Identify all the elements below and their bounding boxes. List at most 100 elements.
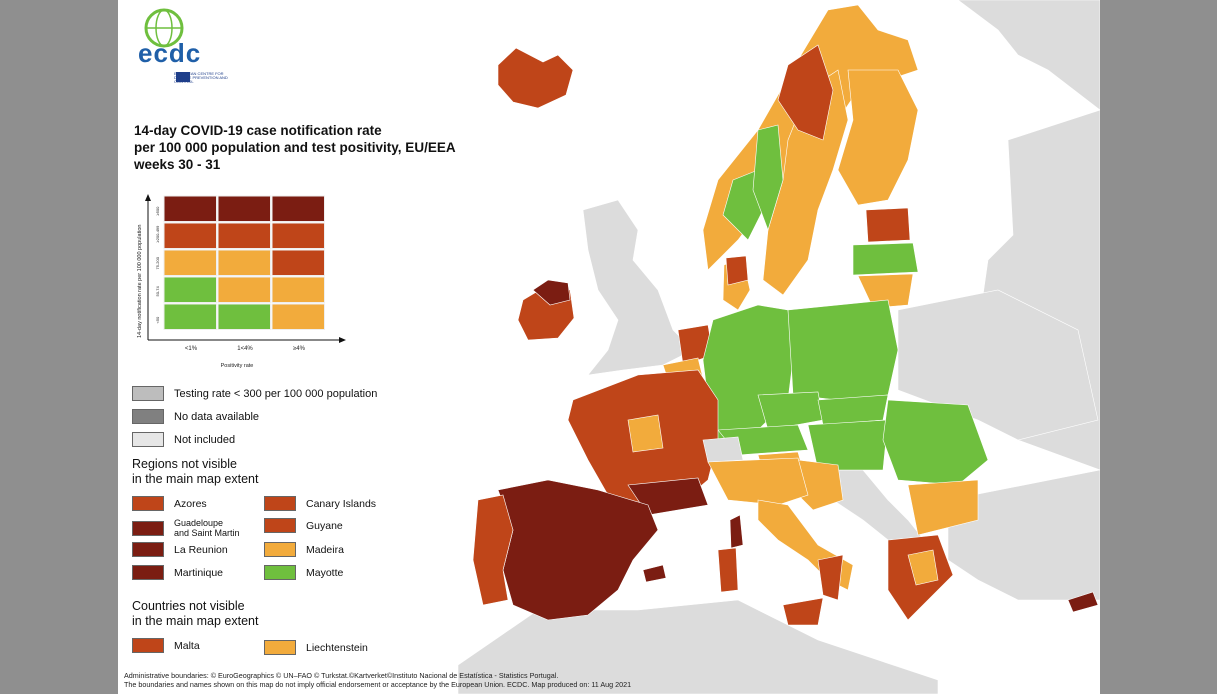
region-label: Madeira [306,543,344,556]
matrix-row-labels: ≥500 ≥200-499 75-200 50-74 <50 [155,206,160,324]
map-frame: ecdc EUROPEAN CENTRE FOR DISEASE PREVENT… [118,0,1100,694]
region-label: Azores [174,497,207,510]
region-swatch [264,518,296,533]
country-label: Malta [174,639,200,652]
region-azores: Azores [132,496,207,511]
matrix-col-label: <1% [185,346,198,352]
matrix-row-label: ≥500 [155,206,160,216]
matrix-cell [271,195,325,222]
matrix-cell [217,222,271,249]
sweden-region [762,69,849,296]
region-guyane: Guyane [264,518,343,533]
notincluded-swatch [132,432,164,447]
logo-text: ecdc [138,38,202,68]
sweden-north-region [777,44,834,141]
slovakia-region [817,394,889,426]
region-swatch [132,496,164,511]
regions-title: Regions not visible in the main map exte… [132,457,258,487]
region-madeira: Madeira [264,542,344,557]
nodata-swatch [132,409,164,424]
bivariate-legend-matrix: 14-day notification rate per 100 000 pop… [137,194,346,369]
region-swatch [264,496,296,511]
france-centre-region [627,414,664,453]
region-swatch [132,542,164,557]
matrix-cell [163,276,217,303]
region-swatch [264,565,296,580]
matrix-col-labels: <1% 1<4% ≥4% [185,346,306,352]
nodata-label: No data available [174,410,260,423]
balearic-region [642,564,667,583]
region-guadeloupe: Guadeloupe and Saint Martin [132,518,240,538]
italy-south-region [817,554,844,601]
matrix-col-label: 1<4% [237,346,253,352]
region-swatch [132,565,164,580]
footer-line-2: The boundaries and names shown on this m… [124,680,632,689]
legend-panel: ecdc EUROPEAN CENTRE FOR DISEASE PREVENT… [118,0,498,694]
matrix-cell [217,249,271,276]
country-label: Liechtenstein [306,641,368,654]
greece-islands-region [907,549,939,586]
sweden-green-region [752,124,784,231]
region-swatch [132,520,164,536]
sicily-region [782,597,824,626]
countries-title-line-2: in the main map extent [132,614,259,628]
portugal-region [472,494,514,606]
matrix-cell [271,276,325,303]
logo-subtitle: EUROPEAN CENTRE FOR DISEASE PREVENTION A… [174,71,228,84]
cyprus-region [1067,591,1099,613]
countries-title: Countries not visible in the main map ex… [132,599,258,629]
testing-label: Testing rate < 300 per 100 000 populatio… [174,387,378,400]
matrix-cells [163,195,325,330]
region-canary-islands: Canary Islands [264,496,376,511]
region-martinique: Martinique [132,565,223,580]
matrix-xlabel: Positivity rate [221,363,254,369]
region-label-line-2: and Saint Martin [174,528,240,538]
italy-north-region [707,457,809,506]
title-line-3: weeks 30 - 31 [134,157,221,172]
matrix-cell [271,222,325,249]
ukraine-land [897,289,1099,441]
sardinia-region [717,547,739,593]
matrix-col-label: ≥4% [293,346,306,352]
matrix-cell [271,249,325,276]
title-line-1: 14-day COVID-19 case notification rate [134,123,382,138]
regions-title-line-1: Regions not visible [132,457,237,471]
scandinavia-north-land [957,0,1100,111]
map-title: 14-day COVID-19 case notification rate p… [134,122,456,173]
region-la-reunion: La Reunion [132,542,228,557]
matrix-cell [217,195,271,222]
region-label: Guyane [306,519,343,532]
estonia-region [865,207,911,243]
regions-title-line-2: in the main map extent [132,472,259,486]
country-swatch [132,638,164,653]
denmark-north-region [725,255,749,286]
matrix-cell [271,303,325,330]
legend-testing-row: Testing rate < 300 per 100 000 populatio… [132,386,377,401]
matrix-row-label: <50 [155,316,160,324]
matrix-cell [163,249,217,276]
lithuania-region [857,273,914,309]
matrix-row-label: 50-74 [155,285,160,296]
country-liechtenstein: Liechtenstein [264,640,368,655]
region-label: Guadeloupe and Saint Martin [174,518,240,538]
map-footer: Administrative boundaries: © EuroGeograp… [124,671,631,689]
turkey-land [947,469,1100,601]
northern-ireland-region [532,279,571,306]
iceland-region [497,47,574,109]
notincluded-label: Not included [174,433,236,446]
matrix-row-label: ≥200-499 [155,225,160,243]
matrix-cell [217,303,271,330]
matrix-cell [163,303,217,330]
matrix-cell [163,195,217,222]
region-label: Mayotte [306,566,344,579]
matrix-row-label: 75-200 [155,256,160,269]
hungary-region [807,419,889,471]
title-line-2: per 100 000 population and test positivi… [134,140,456,155]
testing-swatch [132,386,164,401]
corsica-region [729,514,744,549]
switzerland-land [702,436,744,463]
country-malta: Malta [132,638,200,653]
matrix-ylabel: 14-day notification rate per 100 000 pop… [137,225,143,338]
region-label: La Reunion [174,543,228,556]
region-label-line-1: Guadeloupe [174,518,224,528]
